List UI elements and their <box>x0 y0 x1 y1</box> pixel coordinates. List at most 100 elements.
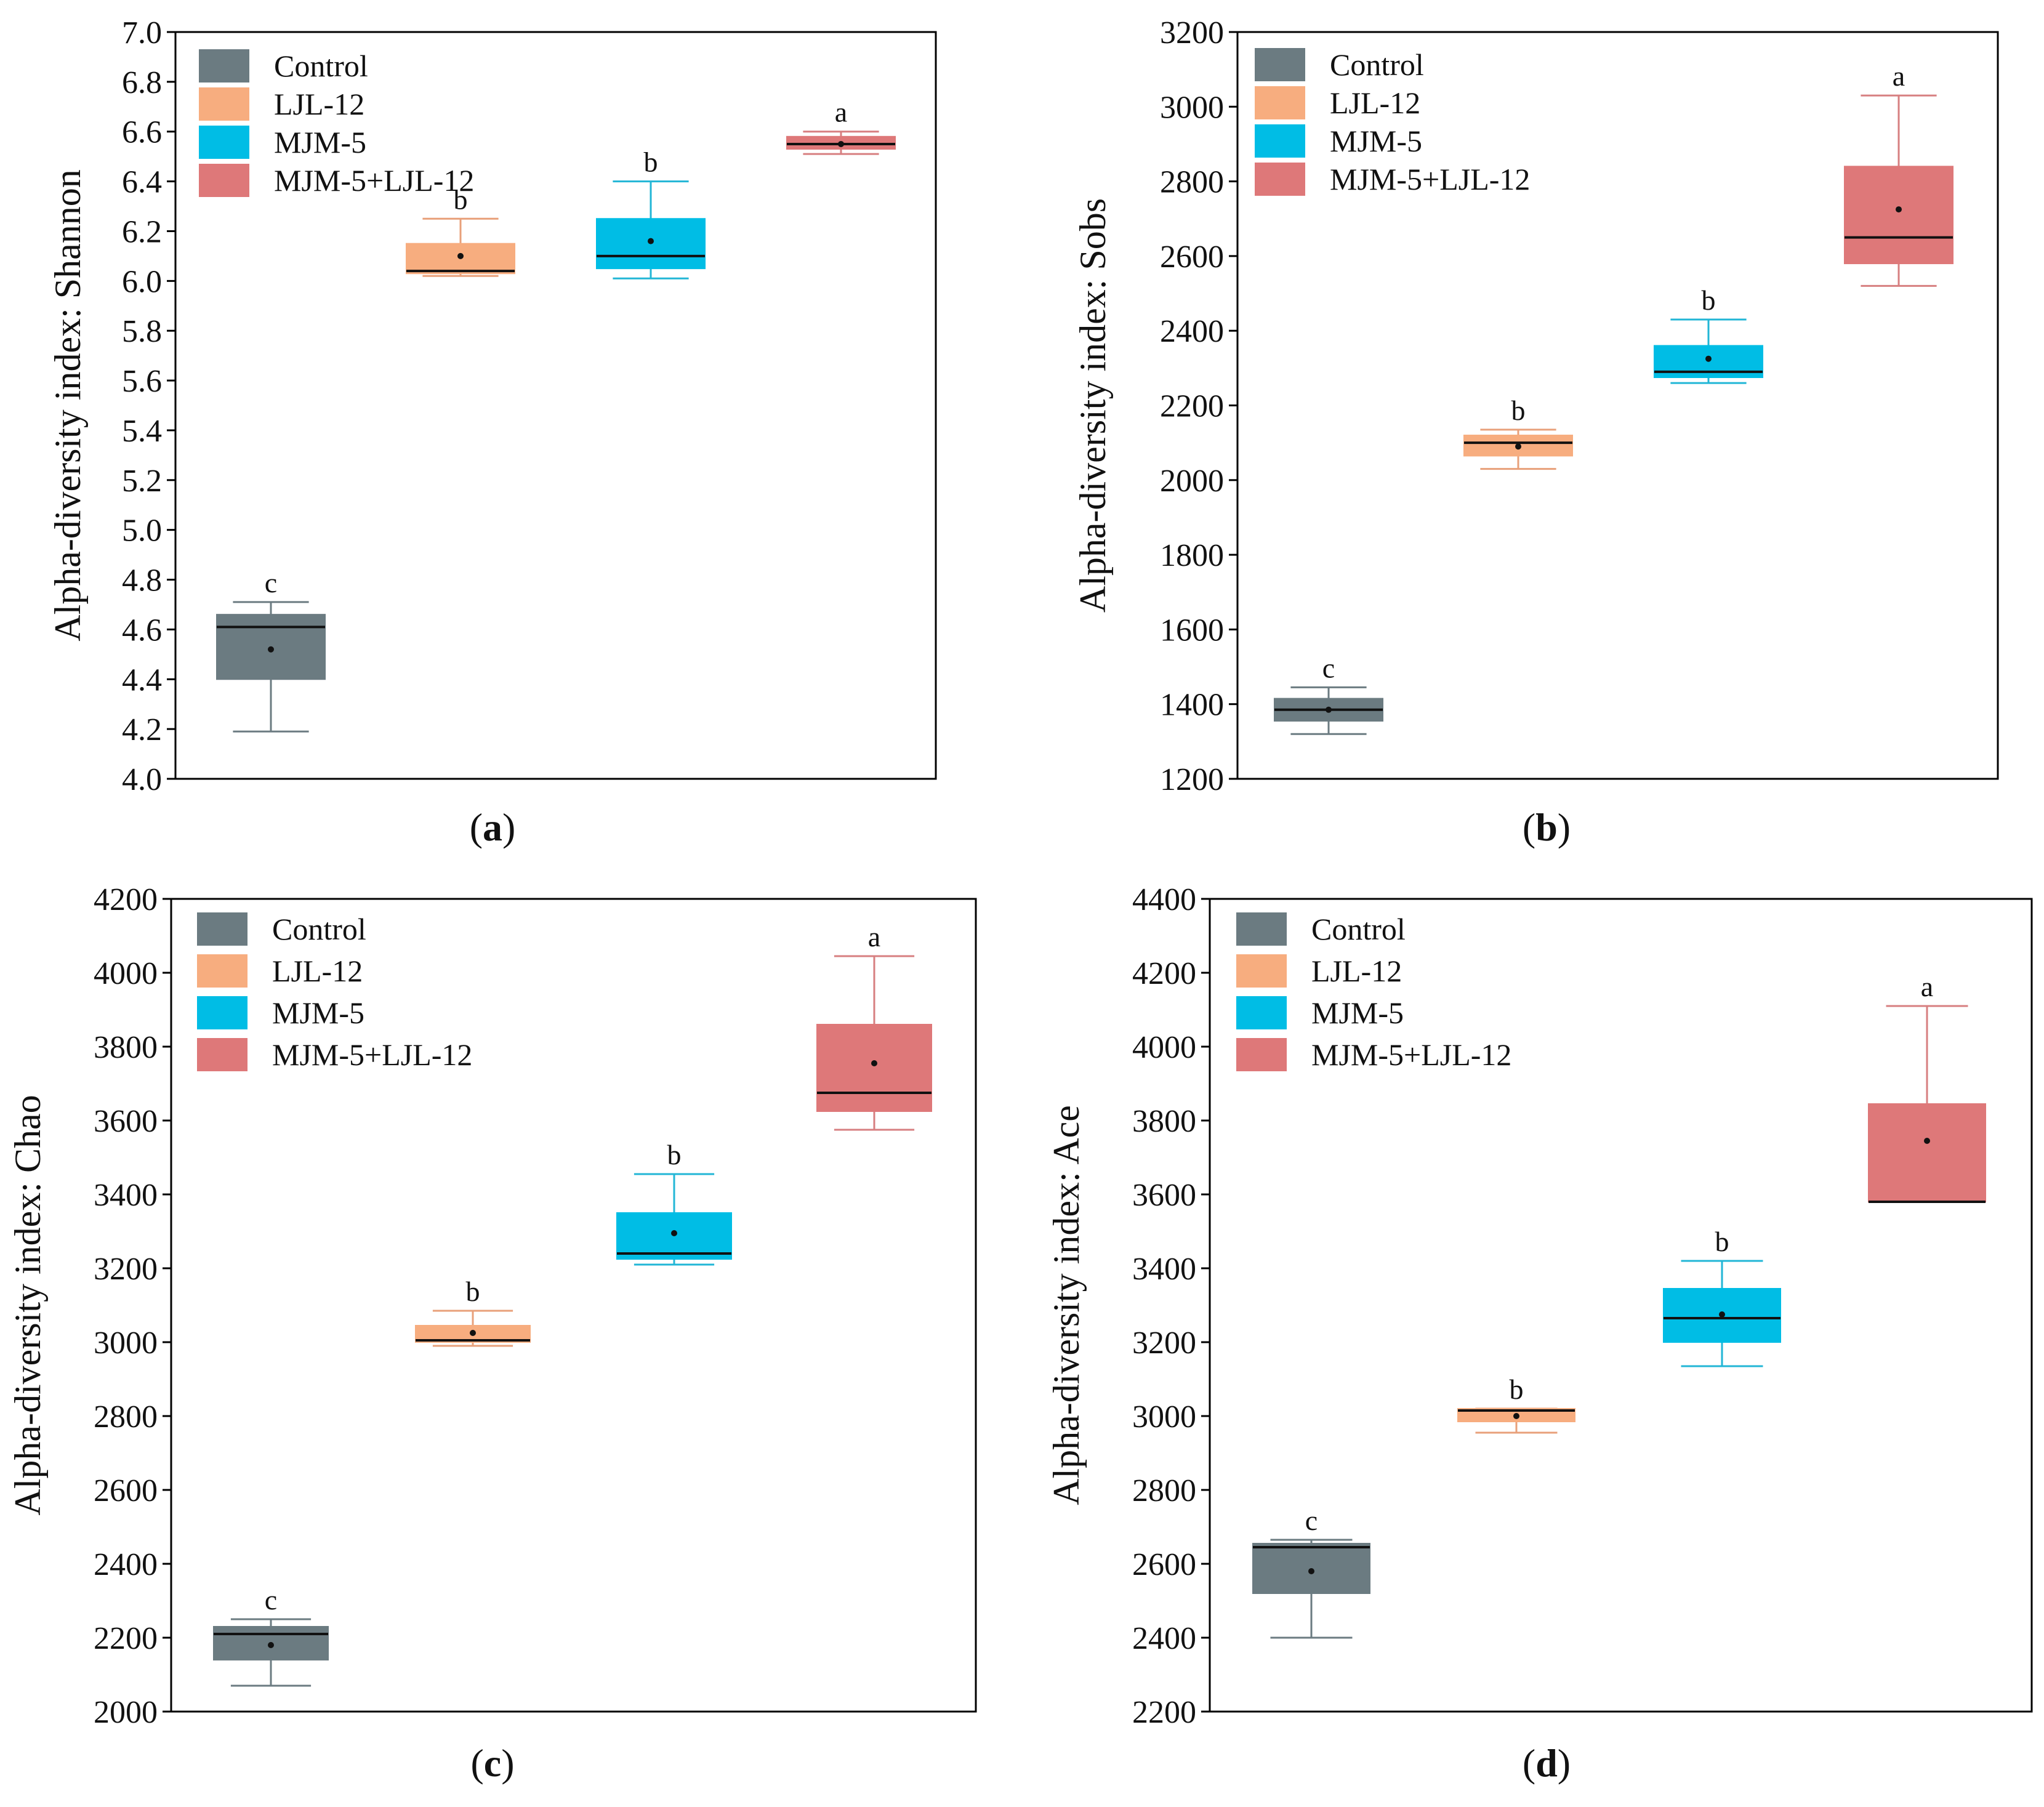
mean-point <box>1326 706 1332 713</box>
legend-label: MJM-5+LJL-12 <box>272 1037 472 1072</box>
significance-label: b <box>1702 284 1716 316</box>
box-mjm-5: b <box>1663 1226 1781 1367</box>
legend-label: LJL-12 <box>274 87 364 121</box>
y-tick-label: 4000 <box>1132 1030 1196 1065</box>
y-tick-label: 3000 <box>1132 1399 1196 1435</box>
significance-label: a <box>835 97 847 128</box>
legend-swatch-mjm-5 <box>1255 124 1305 158</box>
iqr-box <box>1844 166 1953 265</box>
box-control: c <box>1274 652 1383 735</box>
legend-label: Control <box>272 912 366 946</box>
legend-swatch-ljl-12 <box>1236 954 1287 988</box>
box-mjm-5-ljl-12: a <box>1844 60 1953 287</box>
y-tick-label: 4000 <box>94 956 158 991</box>
y-tick-label: 2000 <box>94 1695 158 1730</box>
mean-point <box>268 646 274 653</box>
box-control: c <box>213 1584 329 1687</box>
y-tick-label: 2600 <box>1132 1547 1196 1582</box>
y-axis-title: Alpha-diversity index: Sobs <box>1072 198 1113 613</box>
y-tick-label: 2400 <box>94 1547 158 1582</box>
box-control: c <box>1252 1505 1370 1639</box>
significance-label: c <box>1322 652 1335 683</box>
box-ljl-12: b <box>415 1276 531 1347</box>
significance-label: c <box>265 567 277 598</box>
legend-label: MJM-5 <box>1311 996 1404 1030</box>
box-ljl-12: b <box>1463 395 1573 470</box>
y-tick-label: 2400 <box>1132 1621 1196 1656</box>
panel-label: (c) <box>470 1741 514 1785</box>
y-tick-label: 4.2 <box>122 712 162 747</box>
legend-swatch-mjm-5 <box>1236 996 1287 1029</box>
panel-label: (b) <box>1523 805 1571 849</box>
y-tick-label: 4400 <box>1132 882 1196 917</box>
legend-label: MJM-5 <box>274 125 366 159</box>
legend-swatch-mjm-5 <box>197 996 247 1029</box>
box-ljl-12: b <box>1457 1374 1575 1434</box>
y-tick-label: 1400 <box>1160 688 1224 723</box>
mean-point <box>1515 443 1521 450</box>
y-tick-label: 6.2 <box>122 214 162 249</box>
legend-swatch-control <box>1236 912 1287 946</box>
legend-swatch-mjm-5-ljl-12 <box>197 1038 247 1071</box>
mean-point <box>268 1642 274 1648</box>
y-tick-label: 1800 <box>1160 538 1224 573</box>
significance-label: b <box>644 147 658 178</box>
mean-point <box>470 1330 476 1336</box>
box-mjm-5-ljl-12: a <box>816 921 932 1131</box>
box-mjm-5-ljl-12: a <box>1868 971 1986 1203</box>
legend-label: Control <box>274 49 368 83</box>
significance-label: b <box>454 183 468 215</box>
mean-point <box>1896 206 1902 213</box>
legend-swatch-control <box>197 912 247 946</box>
mean-point <box>871 1060 877 1066</box>
mean-point <box>671 1230 677 1236</box>
y-tick-label: 6.8 <box>122 65 162 100</box>
y-tick-label: 3600 <box>1132 1178 1196 1213</box>
legend-label: Control <box>1311 912 1406 946</box>
significance-label: b <box>1511 395 1526 426</box>
y-tick-label: 3400 <box>94 1178 158 1213</box>
y-tick-label: 3600 <box>94 1104 158 1139</box>
legend-label: Control <box>1330 47 1424 82</box>
y-tick-label: 3000 <box>1160 90 1224 125</box>
y-tick-label: 4.0 <box>122 762 162 797</box>
legend-swatch-ljl-12 <box>197 954 247 988</box>
y-tick-label: 3400 <box>1132 1252 1196 1287</box>
significance-label: a <box>1893 60 1905 92</box>
significance-label: c <box>265 1584 277 1616</box>
significance-label: a <box>868 921 880 952</box>
y-tick-label: 1600 <box>1160 613 1224 648</box>
chart-panel-a: 4.0 4.2 4.4 4.6 4.8 5.0 5.2 5.4 5.6 5.8 6.0 6.2 6.4 6… <box>47 15 937 849</box>
mean-point <box>1705 355 1712 362</box>
chart-panel-c: 2000 2200 2400 2600 2800 3000 3200 3400 3600 3800… <box>7 882 977 1785</box>
mean-point <box>838 140 844 147</box>
plot-frame <box>1209 898 2033 1713</box>
y-tick-label: 5.4 <box>122 414 162 449</box>
legend-label: LJL-12 <box>1330 86 1420 120</box>
legend-label: LJL-12 <box>1311 954 1402 988</box>
legend-label: MJM-5 <box>272 996 364 1030</box>
y-tick-label: 2200 <box>1160 389 1224 424</box>
significance-label: b <box>667 1139 682 1170</box>
y-tick-label: 4200 <box>94 882 158 917</box>
y-tick-label: 5.6 <box>122 364 162 399</box>
legend-label: MJM-5+LJL-12 <box>1311 1037 1511 1072</box>
y-tick-label: 4.6 <box>122 613 162 648</box>
box-mjm-5: b <box>596 147 706 280</box>
y-tick-label: 1200 <box>1160 762 1224 797</box>
y-axis-title: Alpha-diversity index: Chao <box>7 1095 48 1515</box>
y-axis-title: Alpha-diversity index: Shannon <box>47 169 88 642</box>
y-tick-label: 3200 <box>1132 1326 1196 1361</box>
mean-point <box>1513 1413 1519 1419</box>
y-tick-label: 5.0 <box>122 513 162 549</box>
plot-frame <box>174 31 937 780</box>
legend-swatch-mjm-5-ljl-12 <box>199 164 249 197</box>
legend-swatch-mjm-5-ljl-12 <box>1236 1038 1287 1071</box>
y-tick-label: 2800 <box>1132 1473 1196 1508</box>
y-tick-label: 4.8 <box>122 563 162 598</box>
y-tick-label: 3200 <box>1160 15 1224 50</box>
legend-label: MJM-5+LJL-12 <box>1330 162 1530 196</box>
y-tick-label: 2200 <box>1132 1695 1196 1730</box>
y-tick-label: 4.4 <box>122 662 162 698</box>
